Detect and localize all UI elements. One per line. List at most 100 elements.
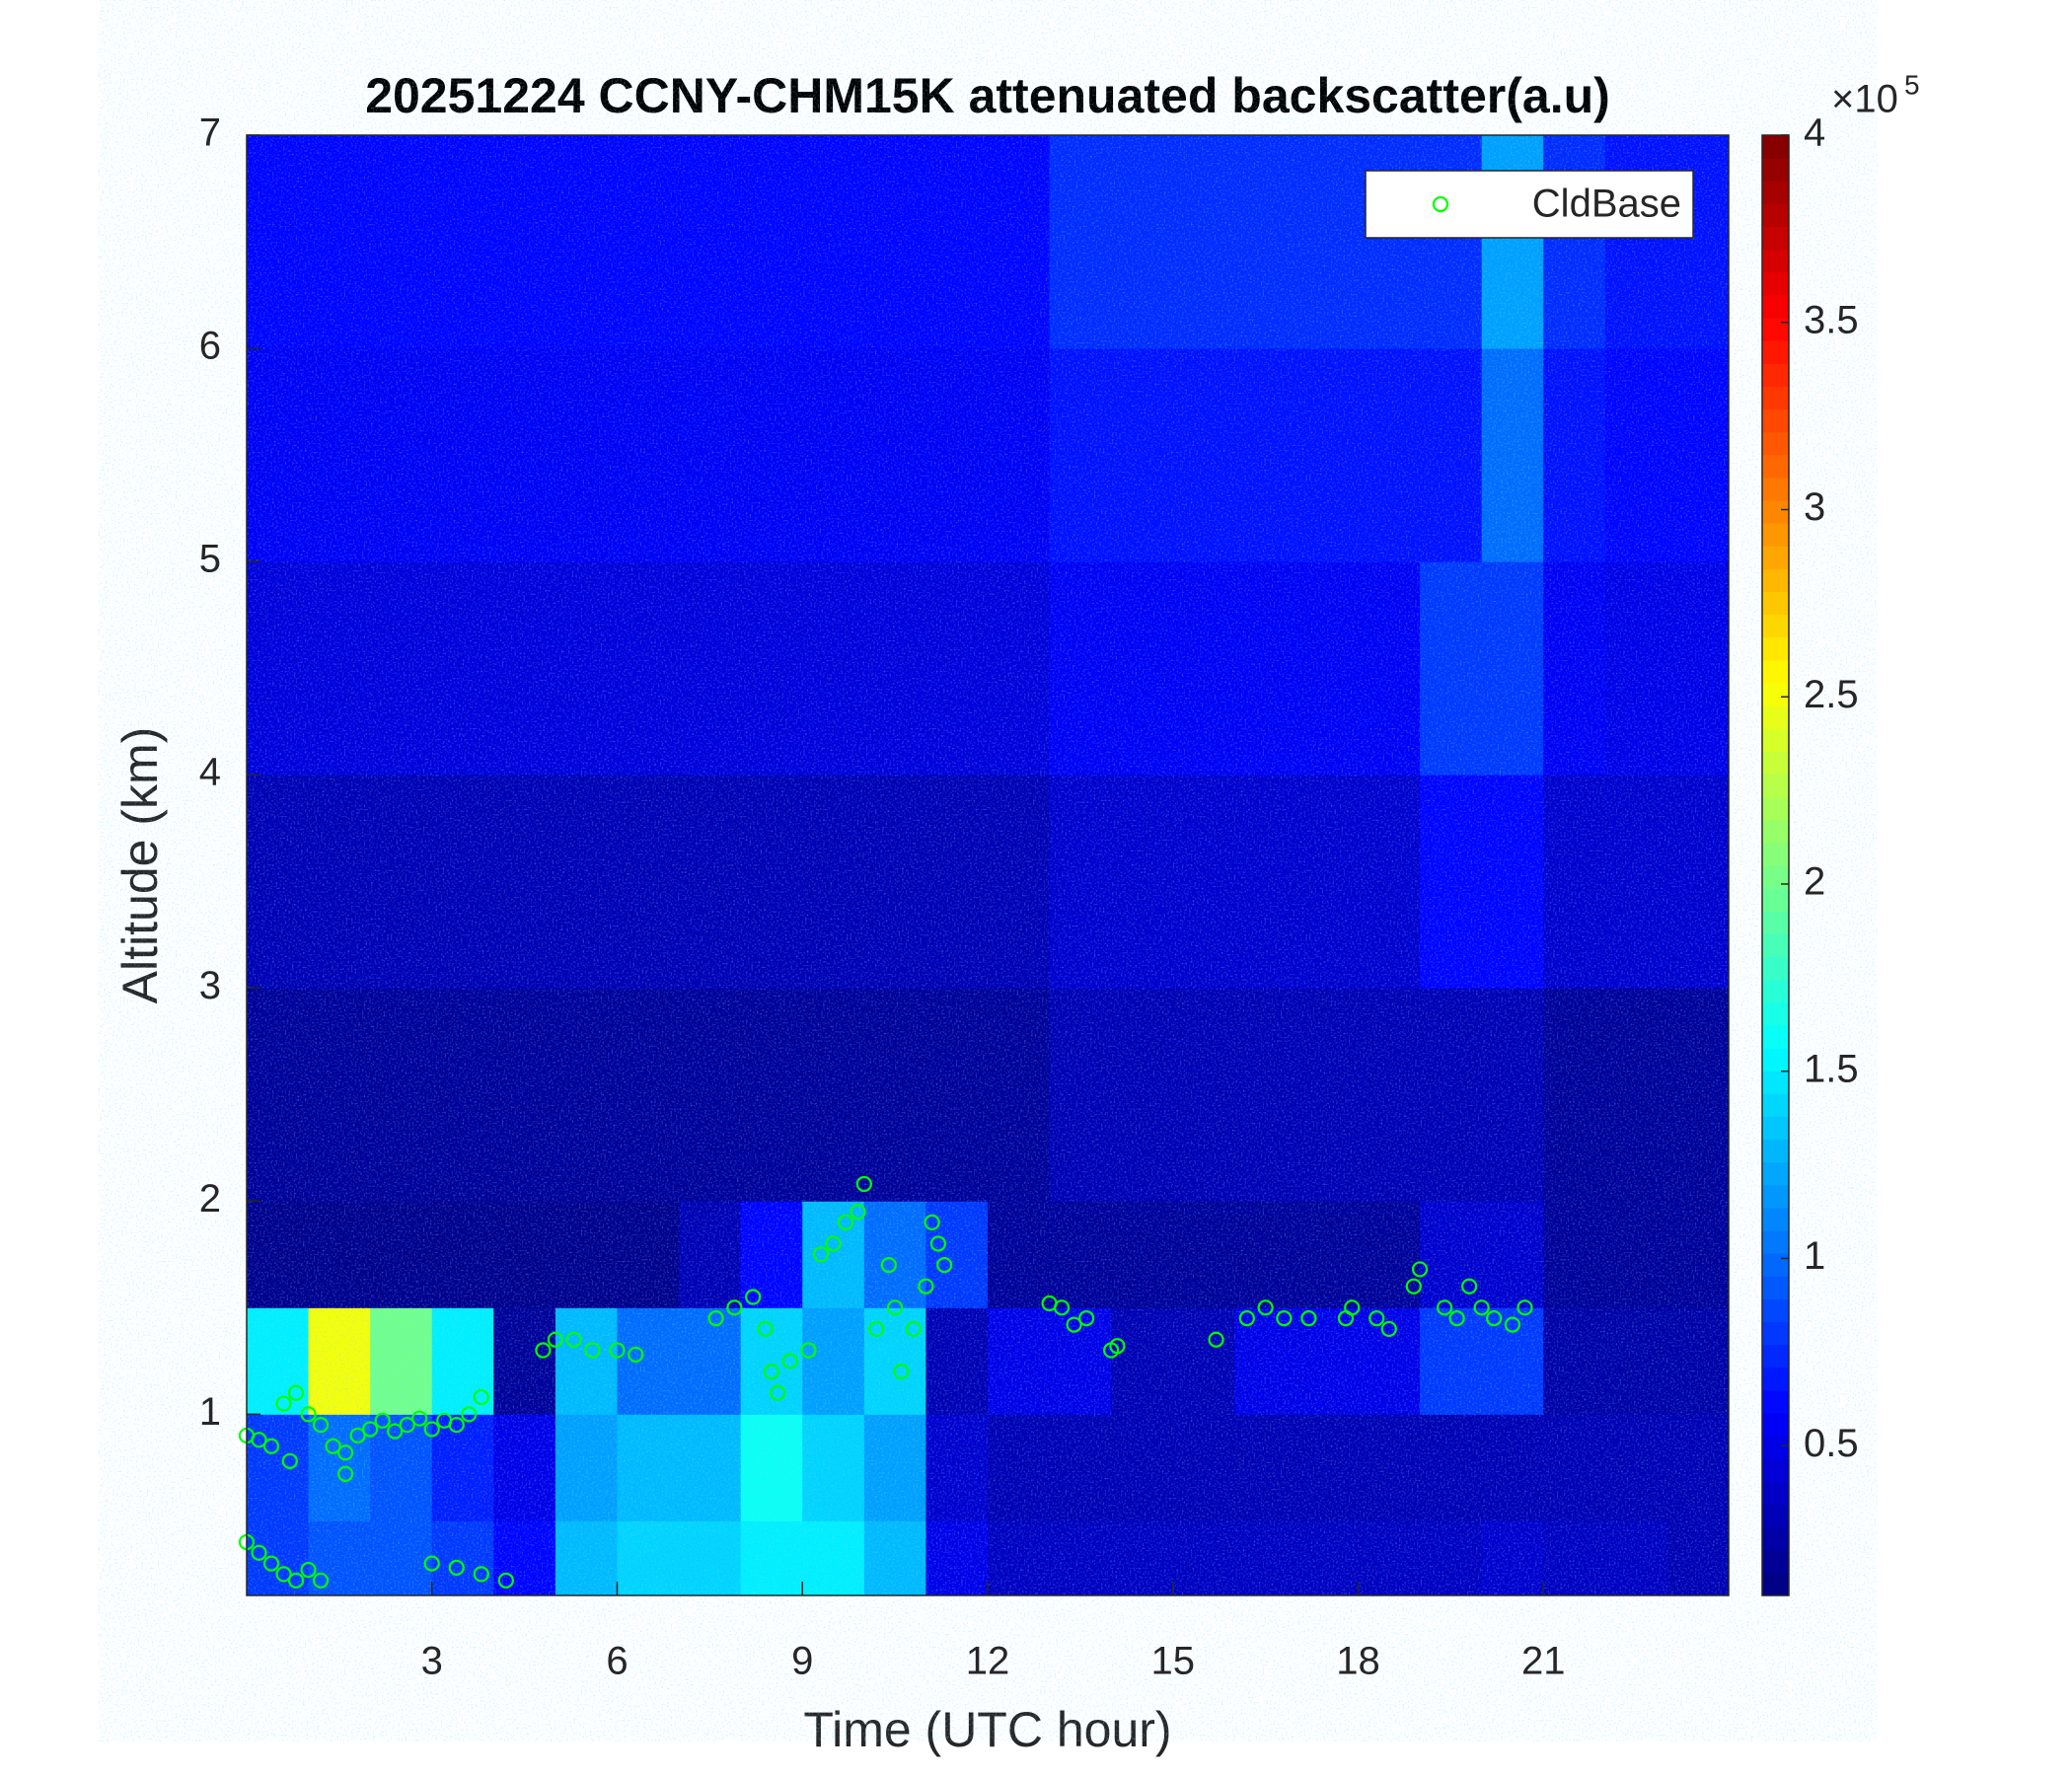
cloud-base-marker [781,1353,798,1369]
colorbar-step [1762,683,1789,706]
cloud-base-marker [281,1452,298,1469]
cloud-base-marker [905,1320,923,1338]
cloud-base-marker [313,1572,330,1589]
cloud-base-marker [374,1412,391,1429]
colorbar-tick-label: 2 [1804,860,1825,904]
cloud-base-marker [275,1566,292,1583]
colorbar-step [1762,933,1789,958]
colorbar-step [1762,1071,1789,1094]
cloud-base-marker [300,1406,317,1423]
colorbar-step [1762,911,1789,934]
colorbar-step [1762,888,1789,912]
colorbar-step [1762,386,1789,410]
legend-marker [1432,195,1449,213]
colorbar-step [1762,979,1789,1003]
colorbar-step [1762,1001,1789,1026]
colorbar-step [1762,1344,1789,1369]
cloud-base-marker [387,1423,404,1440]
cloud-base-marker [275,1395,292,1412]
cloud-base-marker [411,1410,428,1427]
cloud-base-marker [362,1421,379,1438]
cloud-base-marker [584,1342,601,1359]
cloud-base-marker [924,1214,940,1230]
colorbar-step [1762,181,1789,204]
colorbar-step [1762,614,1789,638]
cloud-base-marker [337,1465,354,1482]
cloud-base-marker [461,1406,478,1423]
colorbar-step [1762,1504,1789,1528]
colorbar-step [1762,1024,1789,1049]
cloud-base-marker [262,1438,280,1454]
colorbar-step [1762,568,1789,593]
cloud-base-marker [745,1289,762,1305]
colorbar-step [1762,1481,1789,1506]
cloud-base-marker [1344,1299,1361,1316]
colorbar-step [1762,226,1789,251]
cloud-base-marker [1257,1299,1274,1316]
cloud-base-marker [473,1566,489,1583]
colorbar-step [1762,454,1789,479]
cloud-base-marker [448,1417,465,1434]
colorbar-step [1762,842,1789,866]
colorbar-step [1762,249,1789,273]
chart-title: 20251224 CCNY-CHM15K attenuated backscat… [365,68,1610,123]
cloud-base-marker [1109,1338,1126,1355]
cloud-base-marker [423,1421,440,1438]
cloud-base-marker [1053,1299,1071,1316]
x-tick-label: 18 [1336,1640,1380,1683]
x-tick-label: 3 [421,1640,443,1683]
colorbar-step [1762,523,1789,547]
colorbar-step [1762,705,1789,729]
colorbar-step [1762,774,1789,798]
cloud-base-marker [628,1346,644,1363]
cloud-base-marker [287,1572,305,1589]
cloud-base-marker [726,1299,743,1316]
cloud-base-marker [757,1320,774,1338]
colorbar-exponent: 5 [1904,69,1920,100]
legend-label: CldBase [1532,183,1681,226]
cloud-base-marker [473,1388,489,1406]
cloud-base-marker [855,1175,872,1193]
cloud-base-marker [1517,1299,1533,1316]
cloud-base-marker [423,1555,440,1572]
cloud-base-marker [1238,1310,1255,1327]
colorbar-step [1762,1526,1789,1551]
y-tick-label: 5 [199,538,221,581]
cloud-base-marker [893,1364,910,1380]
cloud-base-marker [837,1214,854,1230]
cloud-base-marker [565,1331,582,1348]
colorbar-step [1762,1389,1789,1414]
cloud-base-marker [1437,1299,1453,1316]
colorbar-tick-label: 3.5 [1804,298,1859,341]
cloud-base-marker [497,1572,514,1589]
colorbar-step [1762,819,1789,844]
colorbar-tick-label: 1.5 [1804,1047,1859,1090]
colorbar-step [1762,751,1789,776]
cloud-base-marker [936,1257,953,1274]
colorbar-step [1762,294,1789,319]
cloud-base-marker [313,1417,330,1434]
y-tick-label: 6 [199,325,221,368]
cloud-base-marker [918,1278,934,1295]
cloud-base-marker [1504,1316,1521,1333]
colorbar-tick-label: 1 [1804,1234,1825,1278]
x-tick-label: 21 [1521,1640,1566,1683]
cloud-base-marker [763,1364,780,1380]
colorbar-step [1762,1436,1789,1459]
cloud-base-marker [1380,1320,1397,1338]
colorbar-step [1762,546,1789,569]
colorbar-step [1762,1276,1789,1299]
cloud-base-marker [887,1299,904,1316]
cloud-base-marker [1405,1278,1422,1295]
y-tick-label: 2 [199,1177,221,1221]
colorbar-tick-label: 0.5 [1804,1422,1859,1465]
colorbar-step [1762,431,1789,456]
cloud-base-marker [287,1384,305,1401]
x-axis-label: Time (UTC hour) [803,1702,1171,1757]
colorbar-step [1762,1116,1789,1141]
cloud-base-marker [770,1384,786,1401]
cloud-base-marker [1473,1299,1490,1316]
